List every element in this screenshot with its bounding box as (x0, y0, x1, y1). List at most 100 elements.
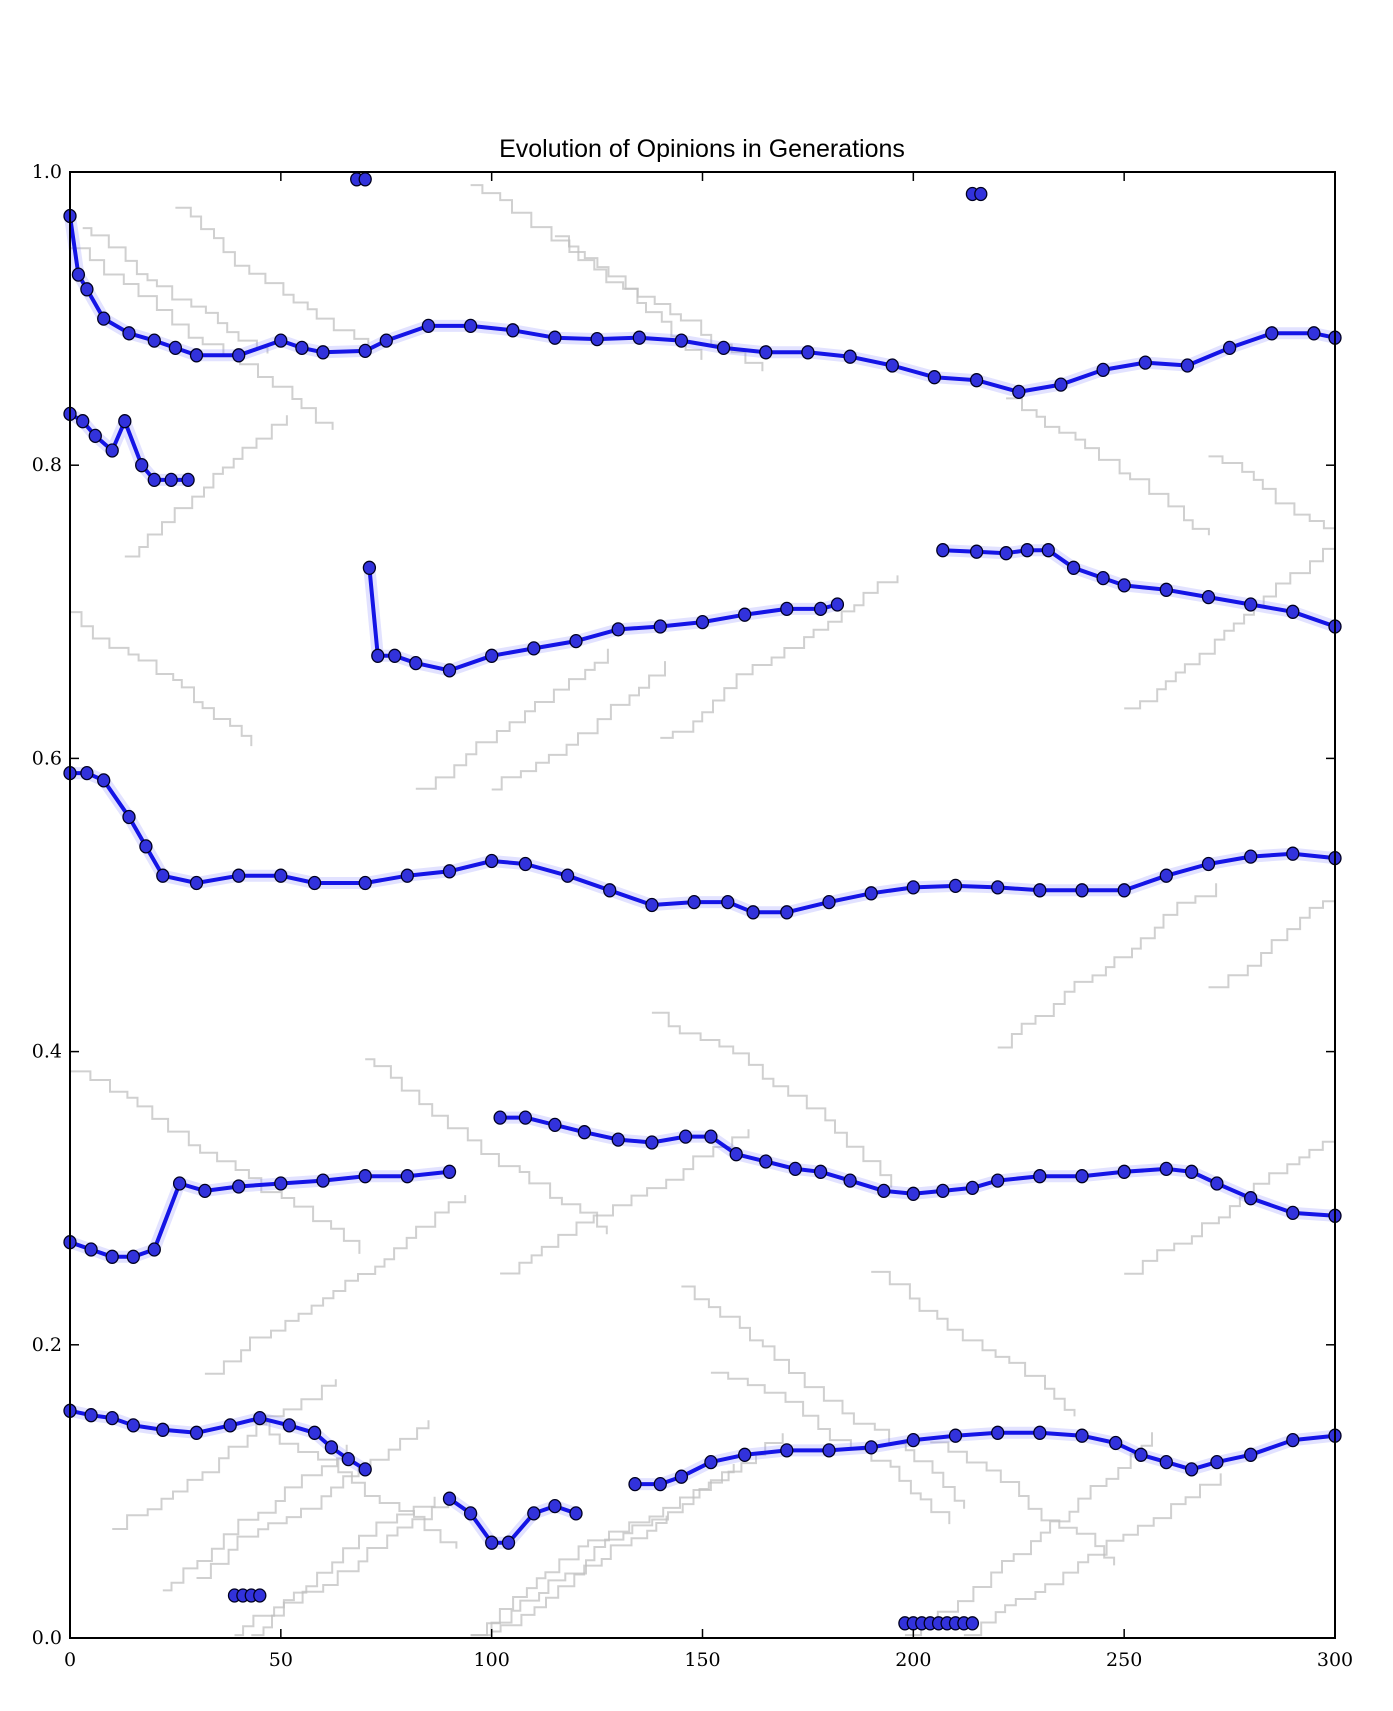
data-point (307, 1425, 322, 1440)
data-point (232, 868, 246, 883)
data-point (645, 897, 659, 913)
data-point (371, 648, 385, 663)
y-tick-label: 0.0 (32, 1627, 62, 1649)
data-point (295, 340, 309, 356)
data-point (105, 1410, 119, 1426)
background-trace (70, 611, 253, 747)
background-trace (124, 415, 288, 558)
data-point (189, 875, 204, 891)
data-point (164, 472, 178, 488)
data-point (813, 601, 828, 617)
data-point (560, 868, 575, 883)
x-tick-label: 250 (1106, 1649, 1142, 1671)
data-point (864, 886, 878, 901)
data-point (198, 1183, 212, 1199)
background-trace (491, 661, 666, 791)
data-point (1117, 578, 1131, 593)
data-point (1201, 589, 1216, 605)
data-point (527, 1506, 541, 1521)
data-point (442, 663, 457, 678)
y-tick-label: 0.4 (32, 1041, 62, 1063)
data-point (1033, 1169, 1047, 1184)
data-point (830, 597, 845, 612)
data-point (1286, 1205, 1300, 1221)
data-point (991, 1425, 1005, 1440)
data-point (1075, 1428, 1089, 1443)
data-point (88, 428, 102, 444)
data-point (1041, 543, 1055, 558)
data-point (527, 641, 541, 656)
data-point (548, 330, 562, 345)
background-trace (415, 648, 609, 790)
data-point (147, 333, 161, 348)
data-point (126, 1249, 140, 1264)
background-trace (963, 1473, 1222, 1637)
data-point (223, 1418, 237, 1433)
data-point (1033, 1425, 1047, 1440)
data-point (885, 358, 899, 373)
data-point (1033, 883, 1047, 898)
data-point (653, 619, 667, 634)
data-point (1244, 1447, 1258, 1462)
data-point (590, 331, 604, 347)
data-point (76, 414, 90, 429)
data-point (999, 546, 1013, 561)
data-point (1020, 543, 1034, 558)
data-point (969, 544, 984, 559)
data-point (991, 1173, 1005, 1188)
data-point (274, 333, 288, 348)
data-point (506, 323, 520, 338)
data-point (628, 1476, 642, 1492)
data-point (780, 1443, 794, 1458)
chart-title: Evolution of Opinions in Generations (499, 135, 905, 163)
background-trace (500, 1129, 750, 1275)
data-point (746, 905, 760, 920)
background-trace (681, 1285, 966, 1509)
data-point (678, 1129, 693, 1144)
data-point (695, 614, 710, 630)
data-point (864, 1440, 878, 1455)
data-point (1159, 1161, 1173, 1177)
data-point (721, 894, 735, 910)
data-point (189, 1425, 204, 1440)
background-trace (70, 247, 334, 430)
data-point (843, 349, 857, 364)
data-point (1286, 846, 1300, 861)
data-point (409, 655, 423, 671)
background-trace (660, 575, 899, 739)
data-point (253, 1588, 267, 1603)
background-trace (204, 1195, 467, 1375)
data-point (71, 267, 86, 282)
data-point (232, 1179, 246, 1194)
data-point (965, 1616, 980, 1631)
data-point (493, 1110, 507, 1125)
data-point (1054, 377, 1068, 392)
data-point (485, 853, 499, 869)
data-point (1096, 362, 1110, 378)
x-tick-label: 300 (1317, 1649, 1353, 1671)
data-point (877, 1183, 891, 1199)
data-point (1075, 883, 1089, 898)
background-trace (710, 1371, 951, 1525)
data-point (729, 1147, 743, 1162)
x-tick-label: 50 (269, 1649, 293, 1671)
data-point (569, 1506, 583, 1521)
data-point (1210, 1176, 1224, 1191)
data-point (358, 172, 372, 187)
data-point (135, 458, 149, 473)
data-point (1307, 326, 1321, 341)
data-point (1117, 883, 1131, 898)
data-point (611, 1132, 625, 1147)
data-point (122, 326, 136, 341)
data-point (813, 1164, 828, 1179)
data-point (307, 875, 322, 891)
data-point (147, 472, 161, 488)
background-trace (1124, 1135, 1336, 1275)
data-point (84, 1242, 98, 1257)
data-point (1265, 326, 1279, 341)
data-point (282, 1418, 296, 1433)
data-point (1096, 570, 1110, 586)
data-point (632, 330, 646, 345)
background-trace (1006, 397, 1210, 536)
data-point (442, 1164, 457, 1179)
